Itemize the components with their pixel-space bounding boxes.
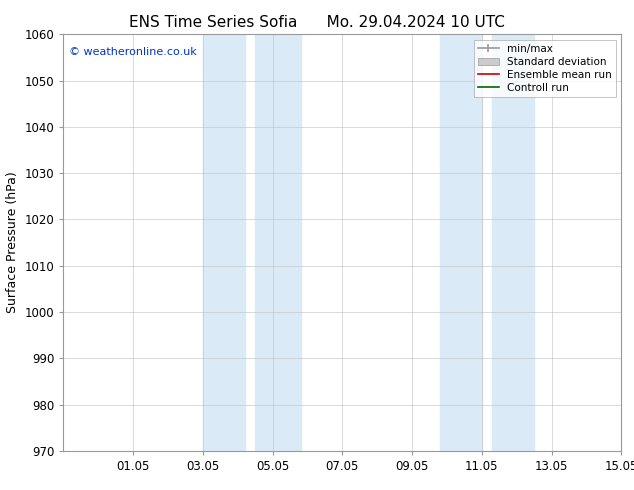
Text: © weatheronline.co.uk: © weatheronline.co.uk [69, 47, 197, 57]
Y-axis label: Surface Pressure (hPa): Surface Pressure (hPa) [6, 172, 19, 314]
Bar [440, 34, 482, 451]
Bar [255, 34, 301, 451]
Bar [203, 34, 245, 451]
Bar [493, 34, 534, 451]
Text: ENS Time Series Sofia      Mo. 29.04.2024 10 UTC: ENS Time Series Sofia Mo. 29.04.2024 10 … [129, 15, 505, 30]
Legend: min/max, Standard deviation, Ensemble mean run, Controll run: min/max, Standard deviation, Ensemble me… [474, 40, 616, 97]
